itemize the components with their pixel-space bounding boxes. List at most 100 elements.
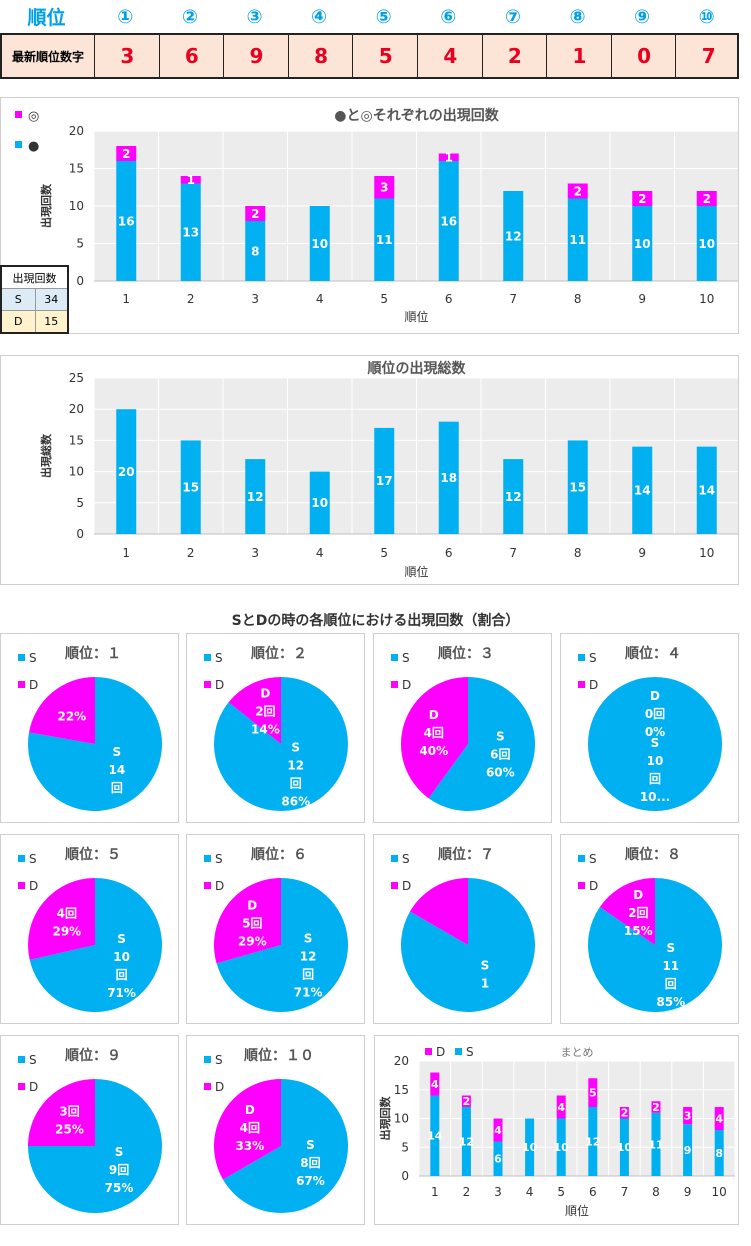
pie-slice-d — [599, 878, 655, 945]
legend-label: D — [215, 1080, 224, 1094]
legend-label: ◎ — [28, 109, 39, 124]
legend-swatch-d — [204, 1083, 211, 1090]
bar-segment — [525, 1118, 535, 1176]
x-tick-label: 8 — [652, 1185, 660, 1199]
bar-segment — [632, 206, 653, 281]
y-tick-label: 10 — [69, 199, 84, 213]
data-label: 5 — [589, 1087, 597, 1100]
y-tick-label: 20 — [69, 124, 84, 138]
legend-label: S — [589, 852, 597, 866]
legend-swatch-d — [204, 681, 211, 688]
bar-segment — [696, 206, 717, 281]
bar — [245, 459, 266, 534]
pie-title: 順位：８ — [625, 846, 681, 863]
bar-segment — [696, 191, 717, 206]
pie-slice-d — [27, 878, 95, 960]
bar-segment — [619, 1107, 629, 1119]
data-label: 4 — [715, 1112, 723, 1125]
pie-label-d: 4回 — [424, 726, 444, 740]
pie-label-s: S — [113, 745, 122, 759]
bar-segment — [588, 1107, 598, 1176]
chart-panel-2: 0 5 10 15 20 25 1 20 2 15 3 12 4 10 5 17 6 18 7 12 8 15 9 14 10 1… — [0, 355, 740, 585]
pie-label-s: 6回 — [490, 748, 510, 762]
pie-panel-5: S D 順位：５ S 10 回 71% 4回 29% — [0, 834, 179, 1024]
rank-header-7: ⑦ — [504, 5, 521, 28]
pie-label-s: 12 — [287, 759, 304, 773]
counts-table-value-d: 15 — [44, 315, 59, 328]
x-tick-label: 1 — [431, 1185, 439, 1199]
bar-segment — [567, 183, 588, 199]
x-tick-label: 10 — [699, 546, 714, 560]
data-label: 15 — [569, 480, 586, 494]
pie-label-s: S — [481, 958, 490, 972]
pie-panel-3: S D 順位：３ S 6回 60% D 4回 40% — [373, 633, 552, 823]
legend-label: S — [589, 651, 597, 665]
bar-segment — [245, 206, 266, 221]
latest-digit-10: 7 — [675, 35, 741, 77]
bar-segment — [556, 1095, 566, 1119]
pie-slice-s — [222, 1079, 348, 1213]
bar-segment — [619, 1118, 629, 1176]
data-label: 12 — [505, 490, 522, 504]
legend-swatch-s — [204, 1056, 211, 1063]
y-tick-label: 10 — [69, 465, 84, 479]
latest-digit-6: 4 — [417, 35, 483, 77]
data-label: 10 — [617, 1141, 633, 1154]
pie-panel-6: S D 順位：６ S 12 回 71% D 5回 29% — [186, 834, 365, 1024]
header-title: 順位 — [27, 7, 66, 29]
y-tick-label: 5 — [401, 1140, 409, 1154]
data-label: 2 — [621, 1107, 629, 1120]
data-label: 12 — [585, 1135, 600, 1148]
legend-swatch-d — [18, 882, 25, 889]
data-label: 13 — [182, 226, 199, 240]
pie-label-d: 29% — [52, 925, 81, 939]
pie-title: 順位：７ — [438, 846, 494, 863]
x-tick-label: 5 — [380, 546, 388, 560]
rank-header-9: ⑨ — [634, 5, 651, 28]
legend-label: S — [466, 1045, 474, 1059]
rank-header-5: ⑤ — [375, 5, 392, 28]
x-tick-label: 10 — [712, 1185, 727, 1199]
bar — [503, 459, 524, 534]
pie-label-d: 2回 — [628, 906, 648, 920]
x-tick-label: 7 — [509, 546, 517, 560]
bar-segment — [493, 1118, 503, 1142]
legend-label: S — [29, 852, 37, 866]
rank-header-2: ② — [181, 5, 198, 28]
rank-header-8: ⑧ — [569, 5, 586, 28]
legend-swatch-d — [578, 882, 585, 889]
y-tick-label: 15 — [394, 1083, 409, 1097]
x-tick-label: 1 — [122, 292, 130, 306]
bar-segment — [180, 183, 201, 281]
pie-title: 順位：４ — [625, 645, 681, 662]
data-label: 12 — [505, 229, 522, 243]
x-tick-label: 2 — [463, 1185, 471, 1199]
bar — [180, 440, 201, 534]
data-label: 8 — [251, 244, 259, 258]
x-tick-label: 4 — [316, 546, 324, 560]
x-tick-label: 4 — [316, 292, 324, 306]
legend-label: D — [402, 879, 411, 893]
bar — [438, 421, 459, 534]
x-axis-title: 順位 — [404, 309, 428, 324]
pie-label-s: S — [306, 1138, 315, 1152]
rank-header-4: ④ — [311, 5, 328, 28]
bar-segment — [493, 1141, 503, 1176]
y-axis-title: 出現回数 — [39, 183, 53, 228]
pie-slice-d — [228, 677, 281, 744]
legend-label: D — [589, 678, 598, 692]
bar-segment — [683, 1124, 693, 1176]
rank-header-1: ① — [117, 5, 134, 28]
pie-label-d: 22% — [57, 709, 86, 723]
y-tick-label: 0 — [76, 274, 84, 288]
data-label: 11 — [376, 233, 393, 247]
pie-title: 順位：１０ — [244, 1047, 314, 1064]
data-label: 14 — [698, 484, 715, 498]
x-tick-label: 6 — [589, 1185, 597, 1199]
rank-header-10: ⑩ — [698, 5, 715, 28]
pie-label-d: 3回 — [59, 1105, 79, 1119]
pie-label-d: D — [633, 888, 643, 902]
bar-segment — [438, 161, 459, 281]
